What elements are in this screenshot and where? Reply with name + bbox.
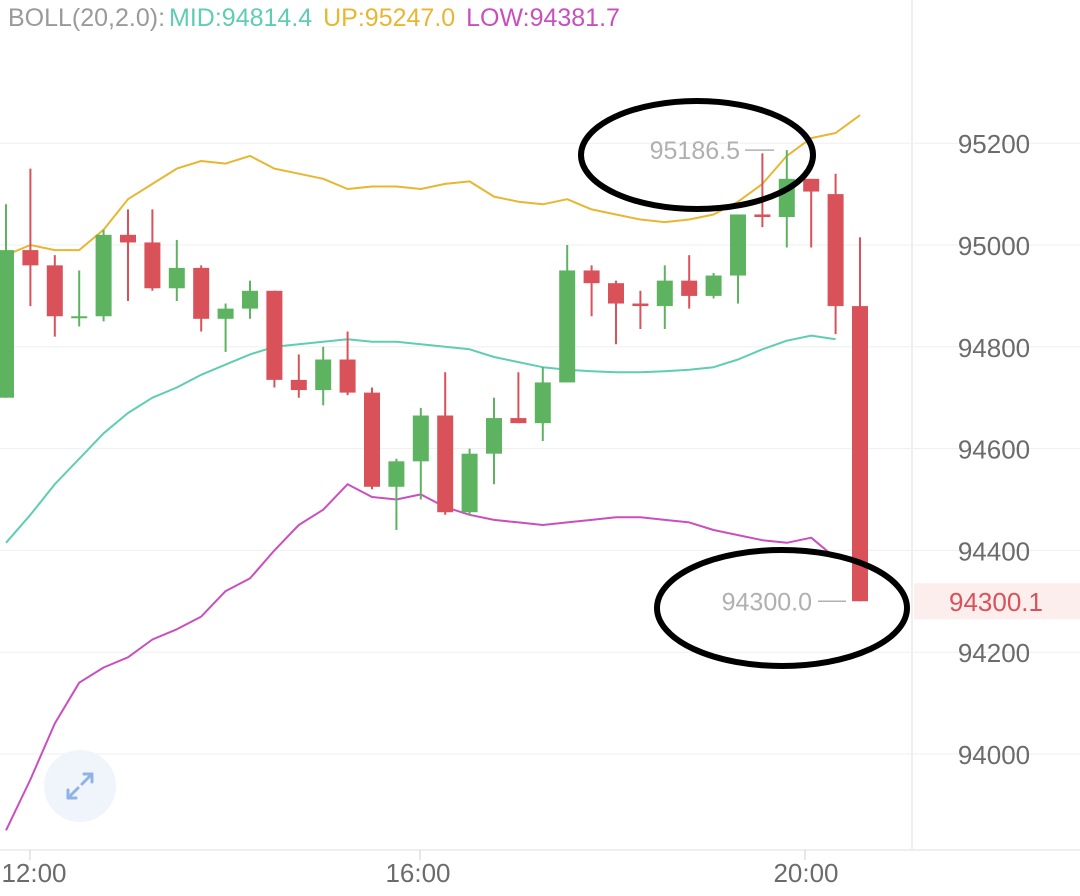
boll-up-line <box>5 114 861 257</box>
candle-body <box>290 379 307 391</box>
y-tick-label: 94800 <box>958 333 1030 363</box>
chart-grid <box>0 0 1080 860</box>
candle-body <box>754 214 771 218</box>
candle-body <box>852 306 868 602</box>
x-tick-label: 16:00 <box>385 858 450 888</box>
candle-body <box>681 280 698 296</box>
boll-mid-value: MID:94814.4 <box>169 4 313 32</box>
y-tick-label: 94000 <box>958 740 1030 770</box>
expand-arrows-icon <box>66 772 94 800</box>
candle-body <box>217 308 234 319</box>
candle-body <box>315 359 332 391</box>
candle-body <box>168 267 185 289</box>
session-high-label: 95186.5 <box>650 137 740 165</box>
candle-body <box>388 461 405 487</box>
y-tick-label: 94200 <box>958 638 1030 668</box>
price-markers: 94300.1 95186.5 94300.0 <box>650 137 1080 620</box>
candle-body <box>486 418 502 454</box>
candle-body <box>364 392 380 487</box>
last-price-tag: 94300.1 <box>949 587 1043 617</box>
low-annotation-circle <box>654 547 910 669</box>
boll-indicator-header: BOLL(20,2.0): MID:94814.4 UP:95247.0 LOW:… <box>8 4 624 33</box>
y-tick-label: 95200 <box>958 129 1030 159</box>
candle-body <box>412 415 429 462</box>
boll-params-label: BOLL(20,2.0): <box>8 4 166 32</box>
candle-body <box>193 267 210 319</box>
y-tick-label: 94400 <box>958 536 1030 566</box>
candle-body <box>827 194 844 307</box>
candle-body <box>437 415 454 513</box>
candle-body <box>339 359 356 393</box>
candle-body <box>266 290 283 380</box>
candle-body <box>559 270 576 383</box>
boll-mid-line <box>5 334 836 544</box>
candle-body <box>71 316 88 319</box>
candle-body <box>608 283 624 304</box>
candle-body <box>46 265 63 317</box>
candle-body <box>120 234 136 243</box>
annotations-layer <box>578 98 910 669</box>
candle-body <box>803 178 820 192</box>
candle-body <box>632 303 649 307</box>
last-price-tag-bg <box>914 583 1080 620</box>
candle-body <box>461 453 478 513</box>
candle-body <box>534 382 551 424</box>
candle-body <box>95 234 112 317</box>
candle-body <box>730 214 746 276</box>
candle-body <box>583 270 600 284</box>
candle-body <box>22 250 39 266</box>
high-annotation-circle <box>578 98 816 212</box>
session-low-label: 94300.0 <box>722 588 812 616</box>
candle-body <box>0 250 14 398</box>
axes-labels: 95200 95000 94800 94600 94400 94200 94000 12:00… <box>1 129 1030 888</box>
x-tick-label: 12:00 <box>1 858 66 888</box>
candle-body <box>510 418 527 424</box>
y-tick-label: 94600 <box>958 435 1030 465</box>
candle-body <box>656 280 673 307</box>
boll-low-value: LOW:94381.7 <box>466 4 620 32</box>
boll-up-value: UP:95247.0 <box>323 4 456 32</box>
candle-body <box>242 290 258 309</box>
y-tick-label: 95000 <box>958 231 1030 261</box>
expand-chart-button[interactable] <box>44 750 116 822</box>
candle-body <box>144 242 161 289</box>
x-tick-label: 20:00 <box>773 858 838 888</box>
candles-layer <box>0 150 868 602</box>
candle-body <box>705 275 722 296</box>
